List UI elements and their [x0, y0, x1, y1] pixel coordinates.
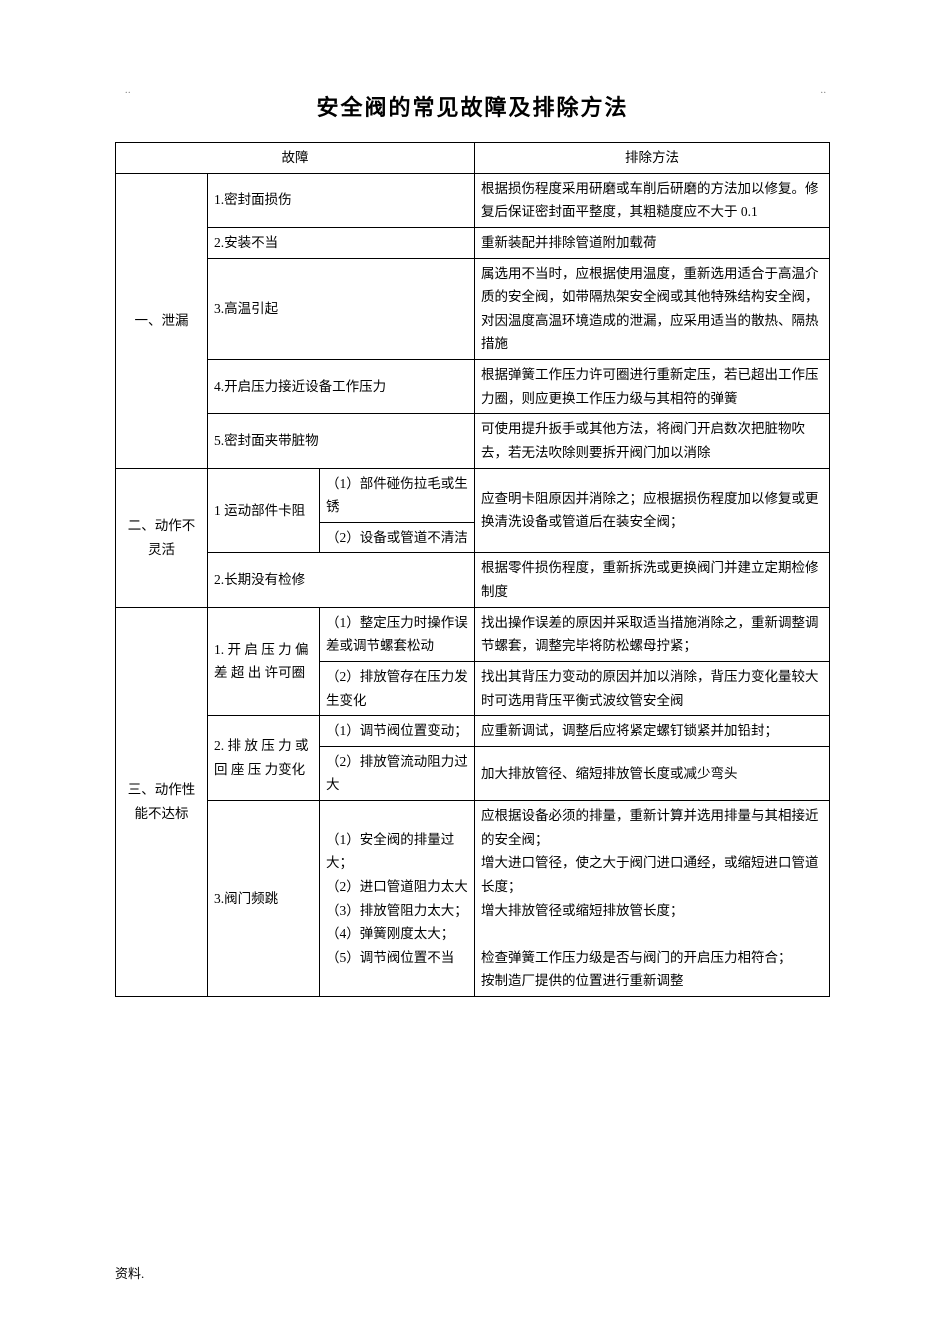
sub-cell: 1.密封面损伤: [208, 173, 475, 227]
page-title: 安全阀的常见故障及排除方法: [115, 90, 830, 122]
table-row: 二、动作不灵活 1 运动部件卡阻 （1）部件碰伤拉毛或生锈 应查明卡阻原因并消除…: [116, 468, 830, 522]
detail-line: （1）安全阀的排量过大；: [326, 828, 468, 875]
detail-line: （5）调节阀位置不当: [326, 946, 468, 970]
solution-cell: 根据弹簧工作压力许可圈进行重新定压，若已超出工作压力圈，则应更换工作压力级与其相…: [475, 360, 830, 414]
category-cell: 一、泄漏: [116, 173, 208, 468]
header-solution: 排除方法: [475, 143, 830, 174]
solution-cell: 加大排放管径、缩短排放管长度或减少弯头: [475, 746, 830, 800]
header-fault: 故障: [116, 143, 475, 174]
solution-line: 检查弹簧工作压力级是否与阀门的开启压力相符合；: [481, 946, 823, 970]
sub-cell: 1. 开 启 压 力 偏 差 超 出 许可圈: [208, 607, 320, 716]
solution-line: 应根据设备必须的排量，重新计算并选用排量与其相接近的安全阀；: [481, 804, 823, 851]
solution-line: 增大排放管径或缩短排放管长度；: [481, 899, 823, 923]
table-row: 2. 排 放 压 力 或 回 座 压 力变化 （1）调节阀位置变动； 应重新调试…: [116, 716, 830, 747]
table-row: 3.高温引起 属选用不当时，应根据使用温度，重新选用适合于高温介质的安全阀，如带…: [116, 258, 830, 360]
detail-cell: （2）排放管存在压力发生变化: [320, 661, 475, 715]
detail-cell: （2）设备或管道不清洁: [320, 522, 475, 553]
table-row: 3.阀门频跳 （1）安全阀的排量过大；（2）进口管道阻力太大（3）排放管阻力太大…: [116, 801, 830, 997]
solution-cell-multi: 应根据设备必须的排量，重新计算并选用排量与其相接近的安全阀；增大进口管径，使之大…: [475, 801, 830, 997]
detail-line: （4）弹簧刚度太大；: [326, 922, 468, 946]
table-row: 一、泄漏 1.密封面损伤 根据损伤程度采用研磨或车削后研磨的方法加以修复。修复后…: [116, 173, 830, 227]
solution-line: 按制造厂提供的位置进行重新调整: [481, 969, 823, 993]
detail-cell: （2）排放管流动阻力过大: [320, 746, 475, 800]
table-row: 2.安装不当 重新装配并排除管道附加载荷: [116, 227, 830, 258]
sub-cell: 3.阀门频跳: [208, 801, 320, 997]
footer-text: 资料.: [115, 1263, 144, 1282]
solution-cell: 属选用不当时，应根据使用温度，重新选用适合于高温介质的安全阀，如带隔热架安全阀或…: [475, 258, 830, 360]
table-header-row: 故障 排除方法: [116, 143, 830, 174]
detail-line: （2）进口管道阻力太大: [326, 875, 468, 899]
solution-cell: 应查明卡阻原因并消除之；应根据损伤程度加以修复或更换清洗设备或管道后在装安全阀；: [475, 468, 830, 553]
solution-cell: 可使用提升扳手或其他方法，将阀门开启数次把脏物吹去，若无法吹除则要拆开阀门加以消…: [475, 414, 830, 468]
detail-cell: （1）整定压力时操作误差或调节螺套松动: [320, 607, 475, 661]
category-cell: 三、动作性能不达标: [116, 607, 208, 996]
sub-cell: 2.安装不当: [208, 227, 475, 258]
solution-cell: 根据损伤程度采用研磨或车削后研磨的方法加以修复。修复后保证密封面平整度，其粗糙度…: [475, 173, 830, 227]
sub-cell: 2.长期没有检修: [208, 553, 475, 607]
page-container: 安全阀的常见故障及排除方法 故障 排除方法 一、泄漏 1.密封面损伤 根据损伤程…: [0, 0, 945, 1047]
decoration-dots-right: . .: [821, 85, 826, 96]
detail-cell: （1）部件碰伤拉毛或生锈: [320, 468, 475, 522]
solution-cell: 重新装配并排除管道附加载荷: [475, 227, 830, 258]
table-row: 三、动作性能不达标 1. 开 启 压 力 偏 差 超 出 许可圈 （1）整定压力…: [116, 607, 830, 661]
detail-cell: （1）调节阀位置变动；: [320, 716, 475, 747]
detail-cell-multi: （1）安全阀的排量过大；（2）进口管道阻力太大（3）排放管阻力太大；（4）弹簧刚…: [320, 801, 475, 997]
decoration-dots-left: . .: [125, 85, 130, 96]
detail-line: （3）排放管阻力太大；: [326, 899, 468, 923]
sub-cell: 5.密封面夹带脏物: [208, 414, 475, 468]
solution-line: [481, 922, 823, 946]
table-row: 4.开启压力接近设备工作压力 根据弹簧工作压力许可圈进行重新定压，若已超出工作压…: [116, 360, 830, 414]
solution-cell: 找出其背压力变动的原因并加以消除，背压力变化量较大时可选用背压平衡式波纹管安全阀: [475, 661, 830, 715]
solution-line: 增大进口管径，使之大于阀门进口通经，或缩短进口管道长度；: [481, 851, 823, 898]
table-row: 5.密封面夹带脏物 可使用提升扳手或其他方法，将阀门开启数次把脏物吹去，若无法吹…: [116, 414, 830, 468]
solution-cell: 根据零件损伤程度，重新拆洗或更换阀门并建立定期检修制度: [475, 553, 830, 607]
solution-cell: 应重新调试，调整后应将紧定螺钉锁紧并加铅封；: [475, 716, 830, 747]
table-row: 2.长期没有检修 根据零件损伤程度，重新拆洗或更换阀门并建立定期检修制度: [116, 553, 830, 607]
sub-cell: 1 运动部件卡阻: [208, 468, 320, 553]
solution-cell: 找出操作误差的原因并采取适当措施消除之，重新调整调节螺套，调整完毕将防松螺母拧紧…: [475, 607, 830, 661]
fault-table: 故障 排除方法 一、泄漏 1.密封面损伤 根据损伤程度采用研磨或车削后研磨的方法…: [115, 142, 830, 997]
sub-cell: 4.开启压力接近设备工作压力: [208, 360, 475, 414]
category-cell: 二、动作不灵活: [116, 468, 208, 607]
sub-cell: 3.高温引起: [208, 258, 475, 360]
sub-cell: 2. 排 放 压 力 或 回 座 压 力变化: [208, 716, 320, 801]
